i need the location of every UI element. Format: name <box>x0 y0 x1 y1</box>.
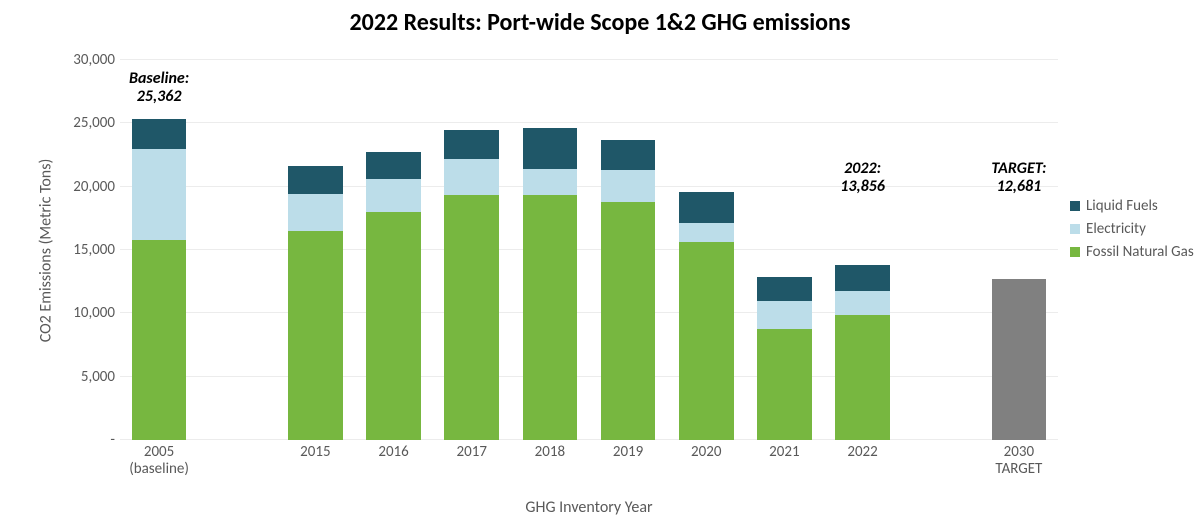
legend-item: Fossil Natural Gas <box>1070 243 1194 261</box>
x-axis-title: GHG Inventory Year <box>120 498 1058 517</box>
legend: Liquid Fuels Electricity Fossil Natural Ga… <box>1070 192 1194 266</box>
category-label: 2005 (baseline) <box>129 440 189 479</box>
legend-swatch <box>1070 201 1080 211</box>
y-tick-label: - <box>65 431 115 449</box>
category-label: 2020 <box>691 440 721 461</box>
legend-label: Fossil Natural Gas <box>1086 243 1194 261</box>
legend-label: Liquid Fuels <box>1086 197 1158 215</box>
category-label: 2030 TARGET <box>995 440 1042 479</box>
annotation: 2022: 13,856 <box>803 160 923 197</box>
y-tick-label: 15,000 <box>65 241 115 259</box>
plot-area: -5,00010,00015,00020,00025,00030,000 200… <box>120 60 1058 440</box>
category-label: 2016 <box>378 440 408 461</box>
annotation: Baseline: 25,362 <box>99 70 219 107</box>
legend-item: Liquid Fuels <box>1070 197 1194 215</box>
category-label: 2015 <box>300 440 330 461</box>
y-axis-title: CO2 Emissions (Metric Tons) <box>37 158 56 342</box>
emissions-chart: 2022 Results: Port-wide Scope 1&2 GHG em… <box>0 0 1200 527</box>
chart-title: 2022 Results: Port-wide Scope 1&2 GHG em… <box>0 8 1200 37</box>
category-label: 2017 <box>457 440 487 461</box>
y-tick-label: 20,000 <box>65 178 115 196</box>
y-tick-label: 5,000 <box>65 368 115 386</box>
annotation: TARGET: 12,681 <box>959 160 1079 197</box>
y-tick-label: 25,000 <box>65 114 115 132</box>
y-axis-title-container: CO2 Emissions (Metric Tons) <box>36 60 56 440</box>
category-label: 2019 <box>613 440 643 461</box>
category-label: 2021 <box>769 440 799 461</box>
legend-label: Electricity <box>1086 220 1146 238</box>
legend-swatch <box>1070 224 1080 234</box>
category-label: 2018 <box>535 440 565 461</box>
y-tick-label: 30,000 <box>65 51 115 69</box>
y-tick-label: 10,000 <box>65 304 115 322</box>
legend-item: Electricity <box>1070 220 1194 238</box>
legend-swatch <box>1070 247 1080 257</box>
category-label: 2022 <box>847 440 877 461</box>
annotations-layer: Baseline: 25,3622022: 13,856TARGET: 12,6… <box>120 60 1058 440</box>
